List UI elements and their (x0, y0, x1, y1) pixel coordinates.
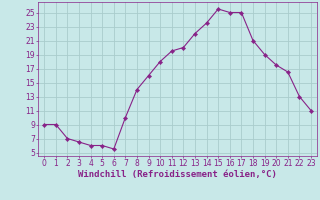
X-axis label: Windchill (Refroidissement éolien,°C): Windchill (Refroidissement éolien,°C) (78, 170, 277, 179)
